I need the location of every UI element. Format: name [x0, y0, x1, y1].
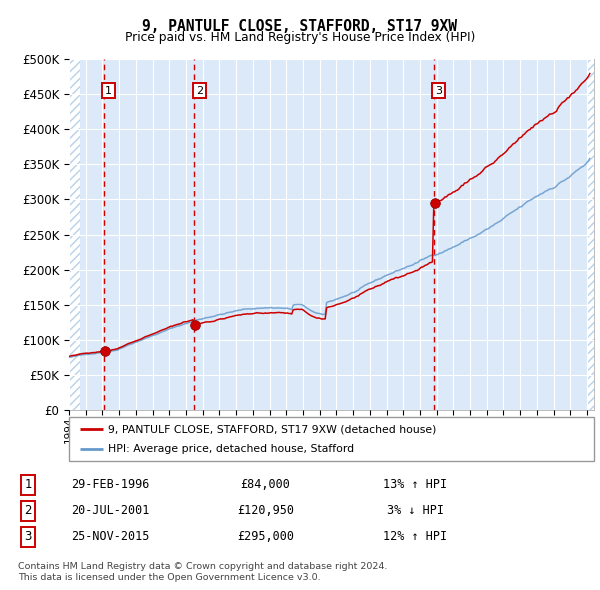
- Text: HPI: Average price, detached house, Stafford: HPI: Average price, detached house, Staf…: [109, 444, 355, 454]
- Text: 29-FEB-1996: 29-FEB-1996: [71, 478, 149, 491]
- Text: £120,950: £120,950: [237, 504, 294, 517]
- Text: 1: 1: [25, 478, 32, 491]
- Text: 2: 2: [196, 86, 203, 96]
- Text: £84,000: £84,000: [241, 478, 290, 491]
- Text: £295,000: £295,000: [237, 530, 294, 543]
- Bar: [69, 59, 80, 410]
- Text: 3: 3: [435, 86, 442, 96]
- Text: 2: 2: [25, 504, 32, 517]
- Text: 13% ↑ HPI: 13% ↑ HPI: [383, 478, 447, 491]
- Text: 9, PANTULF CLOSE, STAFFORD, ST17 9XW (detached house): 9, PANTULF CLOSE, STAFFORD, ST17 9XW (de…: [109, 424, 437, 434]
- Text: 9, PANTULF CLOSE, STAFFORD, ST17 9XW: 9, PANTULF CLOSE, STAFFORD, ST17 9XW: [143, 19, 458, 34]
- Text: 25-NOV-2015: 25-NOV-2015: [71, 530, 149, 543]
- Text: Price paid vs. HM Land Registry's House Price Index (HPI): Price paid vs. HM Land Registry's House …: [125, 31, 475, 44]
- FancyBboxPatch shape: [69, 417, 594, 461]
- Text: 3% ↓ HPI: 3% ↓ HPI: [387, 504, 444, 517]
- Text: 12% ↑ HPI: 12% ↑ HPI: [383, 530, 447, 543]
- Text: 1: 1: [105, 86, 112, 96]
- Text: 3: 3: [25, 530, 32, 543]
- Text: Contains HM Land Registry data © Crown copyright and database right 2024.
This d: Contains HM Land Registry data © Crown c…: [18, 562, 388, 582]
- Text: 20-JUL-2001: 20-JUL-2001: [71, 504, 149, 517]
- Bar: [587, 59, 594, 410]
